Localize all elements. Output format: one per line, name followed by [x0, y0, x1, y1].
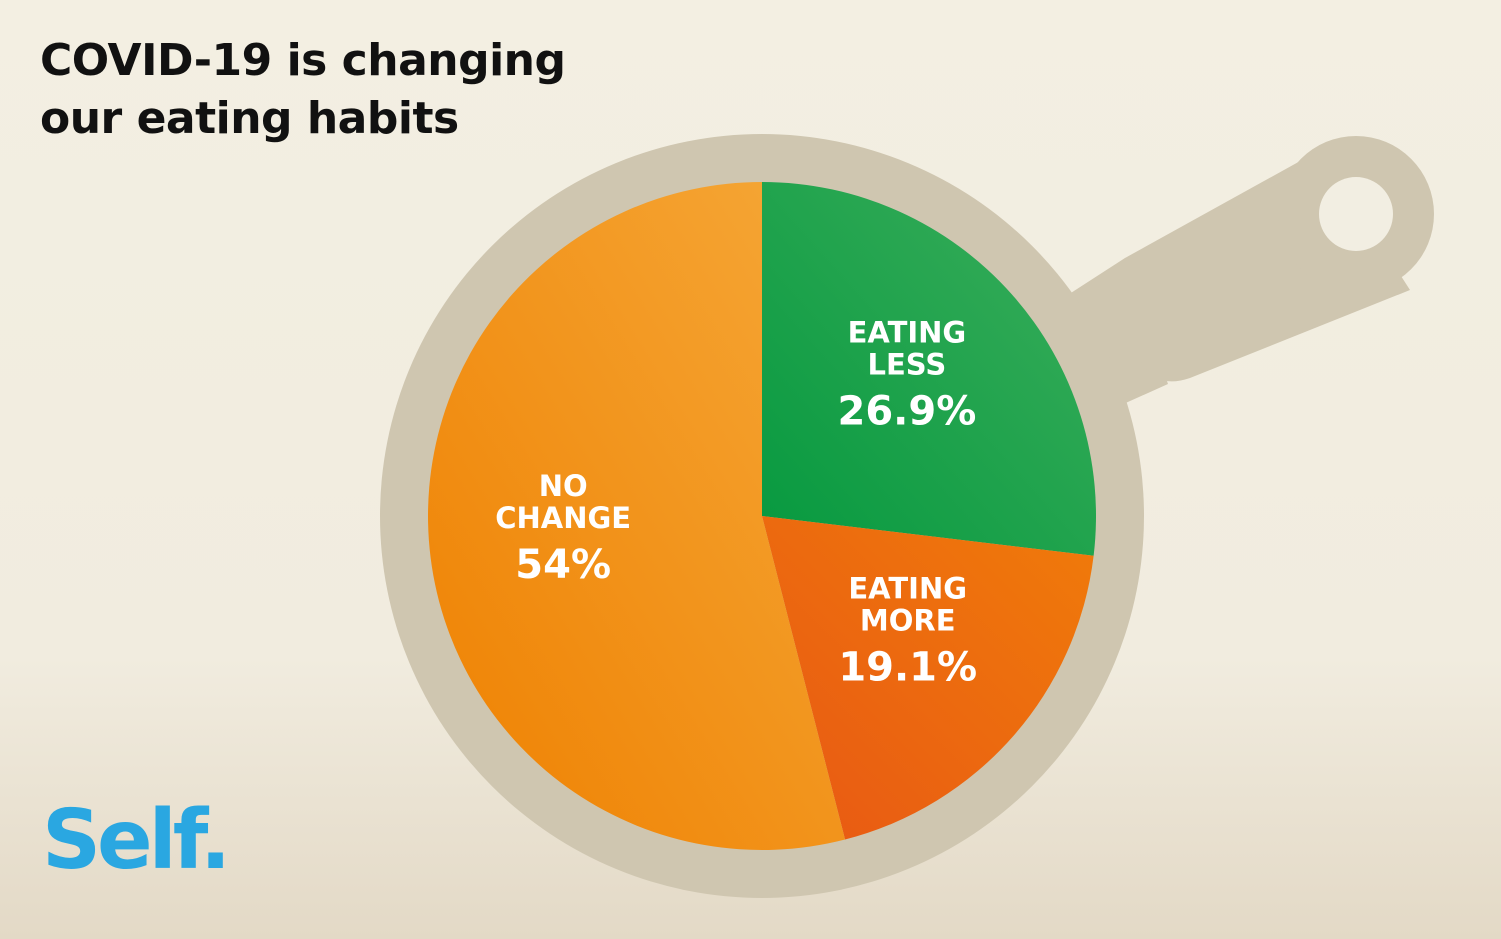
title-line-2: our eating habits [40, 93, 459, 144]
pie-slice-no-change [428, 182, 846, 850]
pie-slices [428, 182, 1097, 850]
self-logo: Self. [42, 793, 231, 888]
slice-label-line: NO [539, 469, 588, 503]
pie-labels: EATINGLESS26.9%EATINGMORE19.1%NOCHANGE54… [495, 315, 977, 690]
slice-label-line: LESS [868, 347, 947, 381]
slice-label-line: CHANGE [495, 501, 631, 535]
pie-slice-eating-more [762, 516, 1094, 840]
slice-label-line: EATING [848, 572, 967, 606]
slice-value-label: 19.1% [838, 645, 977, 691]
title-line-1: COVID-19 is changing [40, 35, 566, 86]
slice-label-line: EATING [848, 315, 967, 349]
pan-handle [1060, 136, 1434, 410]
chart-title: COVID-19 is changing our eating habits [40, 32, 566, 148]
pie-slice-eating-less [762, 182, 1097, 556]
slice-label-line: MORE [860, 604, 956, 638]
slice-value-label: 26.9% [838, 388, 977, 434]
slice-value-label: 54% [515, 542, 611, 588]
